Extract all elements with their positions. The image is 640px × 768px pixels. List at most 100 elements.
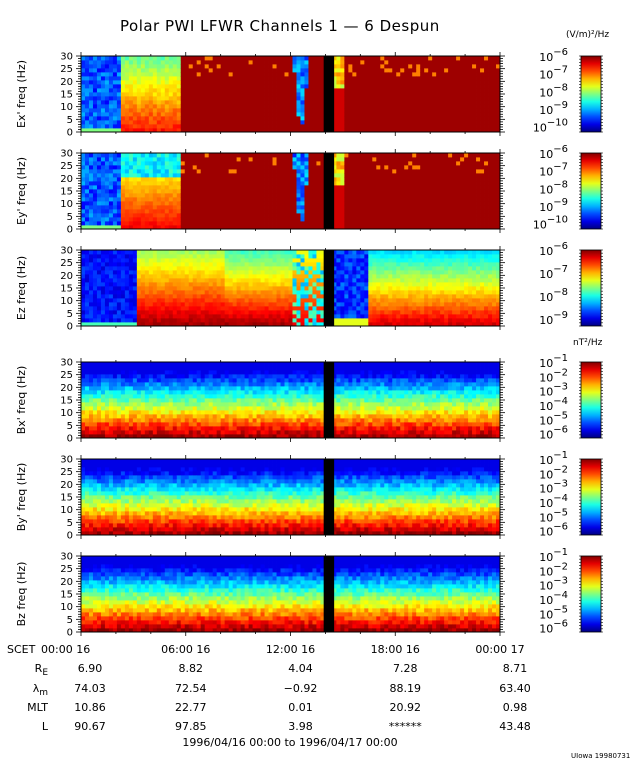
spectrogram-cell <box>460 60 465 65</box>
spectrogram-cell <box>288 189 293 194</box>
spectrogram-cell <box>168 318 174 323</box>
spectrogram-cell <box>140 193 146 198</box>
spectrogram-cell <box>268 56 273 61</box>
spectrogram-cell <box>168 221 174 226</box>
spectrogram-cell <box>240 60 246 65</box>
spectrogram-cell <box>112 322 118 327</box>
spectrogram-cell <box>312 185 317 190</box>
spectrogram-cell <box>212 124 218 129</box>
spectrogram-cell <box>376 197 381 202</box>
spectrogram-cell <box>408 193 413 198</box>
spectrogram-cell <box>416 165 421 170</box>
spectrogram-cell <box>472 104 477 109</box>
spectrogram-cell <box>492 201 497 206</box>
spectrogram-cell <box>296 213 301 218</box>
spectrogram-cell <box>444 92 449 97</box>
spectrogram-cell <box>180 318 186 323</box>
spectrogram-cell <box>228 169 234 174</box>
spectrogram-cell <box>356 193 361 198</box>
spectrogram-cell <box>168 177 174 182</box>
spectrogram-cell <box>216 318 222 323</box>
spectrogram-cell <box>232 213 238 218</box>
spectrogram-cell <box>196 157 202 162</box>
spectrogram-cell <box>448 72 453 77</box>
spectrogram-cell <box>484 165 489 170</box>
spectrogram-cell <box>128 169 134 174</box>
spectrogram-cell <box>184 189 190 194</box>
spectrogram-cell <box>488 221 493 226</box>
spectrogram-cell <box>92 124 98 129</box>
spectrogram-cell <box>352 173 357 178</box>
spectrogram-cell <box>384 96 389 101</box>
spectrogram-cell <box>388 153 393 158</box>
spectrogram-cell <box>340 197 345 202</box>
spectrogram-cell <box>380 72 385 77</box>
spectrogram-cell <box>156 80 162 85</box>
spectrogram-cell <box>320 169 325 174</box>
spectrogram-cell <box>352 92 357 97</box>
spectrogram-cell <box>468 72 473 77</box>
spectrogram-cell <box>88 197 94 202</box>
spectrogram-cell <box>84 209 90 214</box>
spectrogram-cell <box>160 153 166 158</box>
spectrogram-cell <box>136 161 142 166</box>
spectrogram-cell <box>204 161 210 166</box>
spectrogram-cell <box>140 322 146 327</box>
spectrogram-cell <box>184 165 190 170</box>
spectrogram-cell <box>152 302 158 307</box>
spectrogram-cell <box>160 282 166 287</box>
spectrogram-cell <box>188 72 194 77</box>
spectrogram-cell <box>436 165 441 170</box>
spectrogram-cell <box>444 205 449 210</box>
spectrogram-cell <box>424 201 429 206</box>
spectrogram-cell <box>300 84 305 89</box>
spectrogram-cell <box>220 213 226 218</box>
spectrogram-cell <box>408 209 413 214</box>
spectrogram-cell <box>372 209 377 214</box>
spectrogram-cell <box>480 225 485 230</box>
spectrogram-cell <box>412 124 417 129</box>
spectrogram-cell <box>416 68 421 73</box>
spectrogram-cell <box>456 169 461 174</box>
spectrogram-cell <box>336 181 341 186</box>
spectrogram-cell <box>88 254 94 259</box>
spectrogram-cell <box>420 100 425 105</box>
spectrogram-cell <box>356 201 361 206</box>
spectrogram-cell <box>404 64 409 69</box>
spectrogram-cell <box>332 201 337 206</box>
spectrogram-cell <box>140 225 146 230</box>
spectrogram-cell <box>396 205 401 210</box>
spectrogram-cell <box>412 56 417 61</box>
spectrogram-cell <box>256 128 261 133</box>
spectrogram-cell <box>468 209 473 214</box>
spectrogram-cell <box>444 68 449 73</box>
spectrogram-cell <box>240 153 246 158</box>
spectrogram-cell <box>300 201 305 206</box>
spectrogram-cell <box>488 165 493 170</box>
spectrogram-cell <box>348 189 353 194</box>
spectrogram-cell <box>88 128 94 133</box>
colorbar-label: 10−6 <box>539 144 568 161</box>
spectrogram-cell <box>484 112 489 117</box>
spectrogram-cell <box>224 116 230 121</box>
spectrogram-cell <box>81 128 86 133</box>
spectrogram-cell <box>316 221 321 226</box>
spectrogram-cell <box>228 189 234 194</box>
spectrogram-cell <box>384 76 389 81</box>
spectrogram-cell <box>244 221 249 226</box>
spectrogram-cell <box>456 185 461 190</box>
spectrogram-cell <box>84 318 90 323</box>
spectrogram-cell <box>184 306 190 311</box>
spectrogram-cell <box>124 274 130 279</box>
spectrogram-cell <box>184 80 190 85</box>
spectrogram-cell <box>296 104 301 109</box>
spectrogram-cell <box>436 84 441 89</box>
spectrogram-cell <box>224 64 230 69</box>
spectrogram-cell <box>396 189 401 194</box>
spectrogram-cell <box>464 64 469 69</box>
spectrogram-cell <box>128 124 134 129</box>
spectrogram-cell <box>88 205 94 210</box>
spectrogram-cell <box>236 84 242 89</box>
spectrogram-cell <box>304 112 309 117</box>
spectrogram-cell <box>496 157 501 162</box>
